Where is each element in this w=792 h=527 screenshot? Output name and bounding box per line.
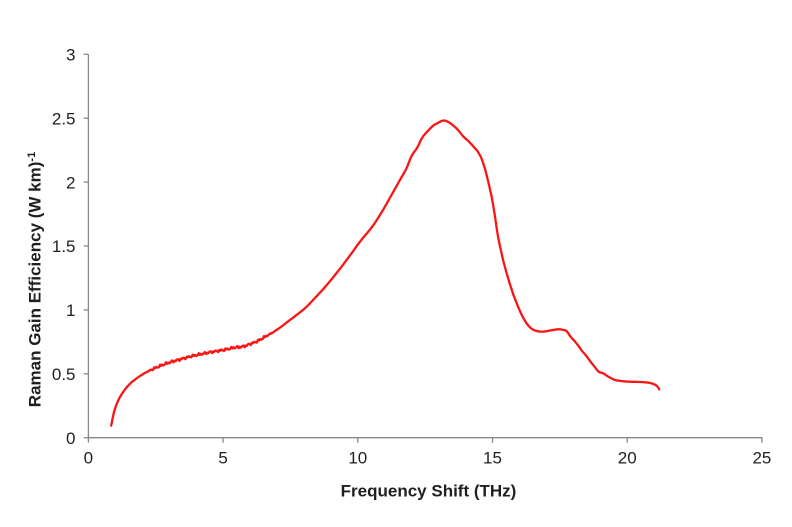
- svg-text:0: 0: [66, 429, 75, 448]
- svg-text:2: 2: [66, 173, 75, 192]
- svg-text:0: 0: [84, 449, 93, 468]
- svg-text:3: 3: [66, 46, 75, 65]
- svg-text:Frequency Shift (THz): Frequency Shift (THz): [341, 481, 517, 500]
- svg-text:Raman Gain Efficiency (W km)-1: Raman Gain Efficiency (W km)-1: [25, 152, 44, 407]
- svg-text:0.5: 0.5: [52, 365, 76, 384]
- svg-text:20: 20: [618, 449, 637, 468]
- svg-text:10: 10: [348, 449, 367, 468]
- svg-text:15: 15: [483, 449, 502, 468]
- svg-text:1: 1: [66, 301, 75, 320]
- svg-text:1.5: 1.5: [52, 237, 76, 256]
- svg-text:2.5: 2.5: [52, 109, 76, 128]
- svg-text:25: 25: [752, 449, 771, 468]
- svg-text:5: 5: [218, 449, 227, 468]
